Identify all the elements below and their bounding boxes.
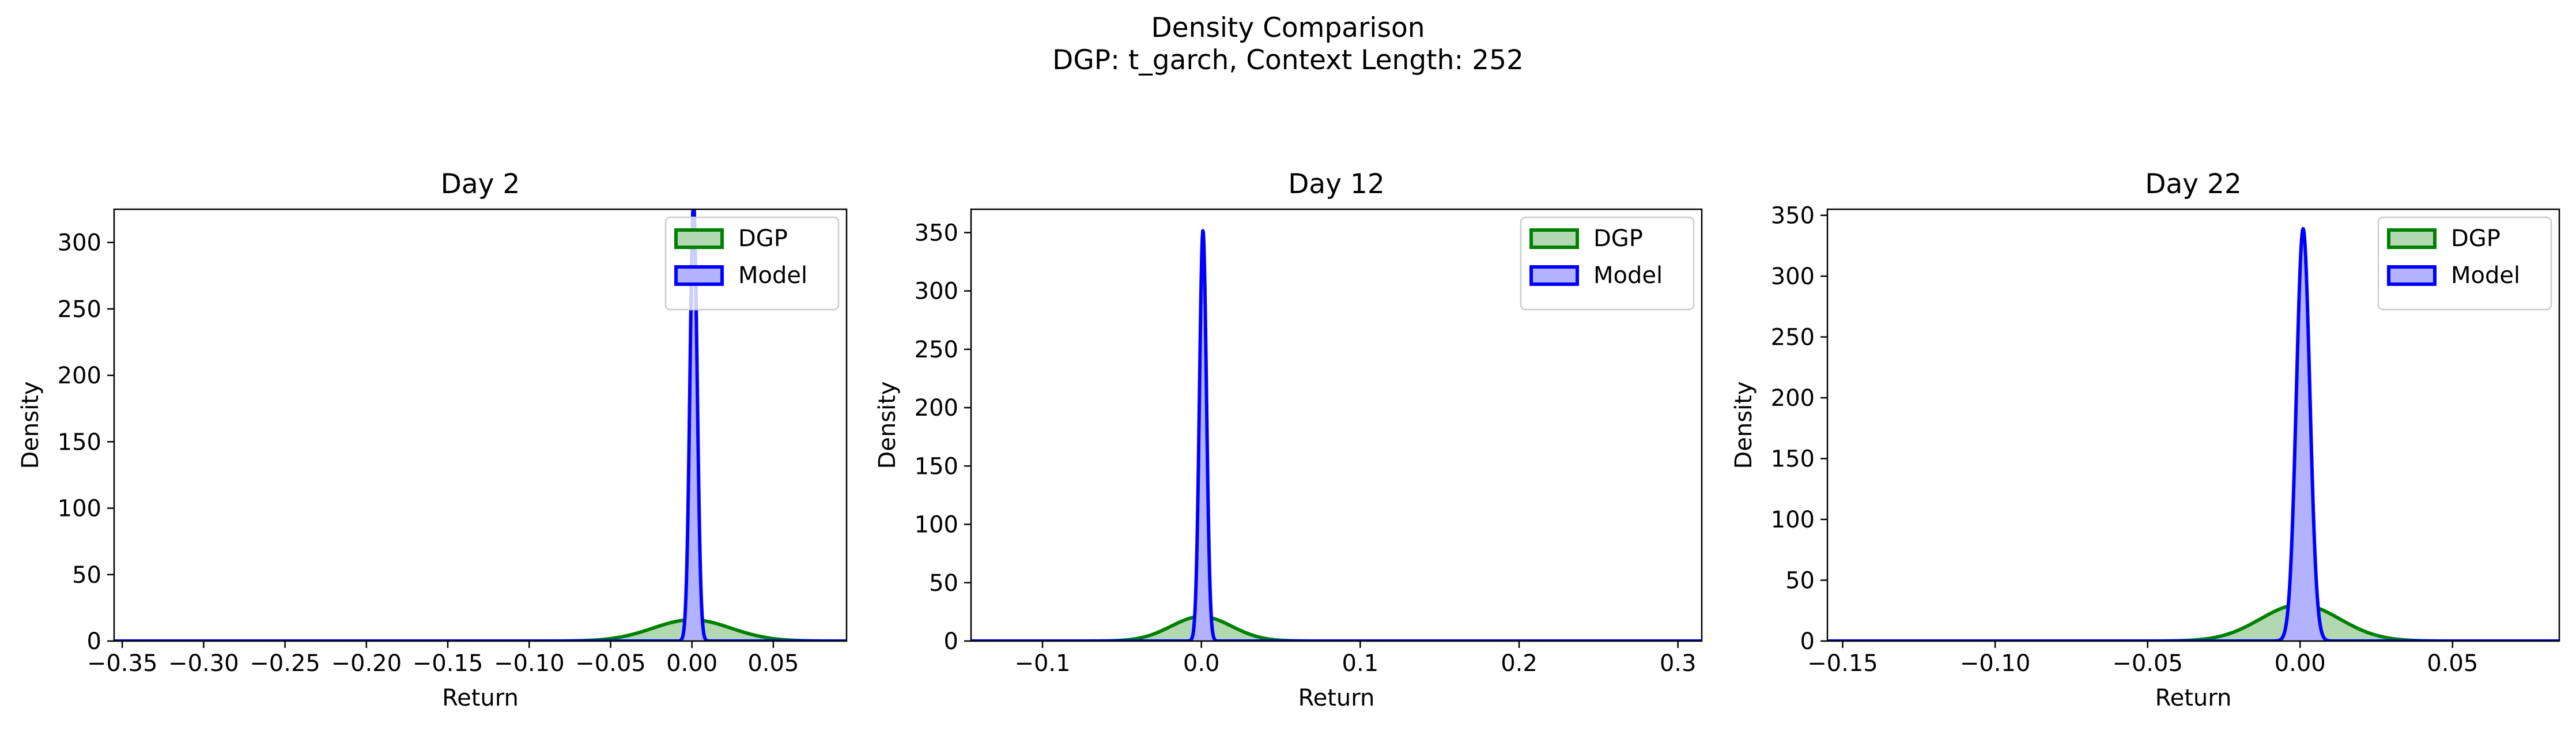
subplot-day-1: −0.35 −0.30 −0.25 −0.20 −0.15 −0.10 −0.05 0.00 0… — [17, 168, 848, 711]
y-tick-label: 350 — [915, 220, 958, 246]
subplot-title: Day 2 — [441, 168, 520, 200]
subplot-day-2: −0.1 0.0 0.1 0.2 0.3 0 50 100 150 200 250 300 350 Day… — [874, 168, 1703, 711]
x-tick-label: −0.35 — [87, 650, 158, 677]
x-tick-label: −0.15 — [1807, 650, 1878, 677]
x-tick-label: −0.15 — [413, 650, 484, 677]
density-curves — [114, 209, 847, 641]
y-tick-label: 50 — [1785, 568, 1815, 594]
x-tick-label: 0.3 — [1660, 650, 1697, 677]
y-tick-label: 200 — [1771, 385, 1815, 412]
dgp-density-line — [971, 615, 1702, 641]
y-tick-label: 150 — [1771, 446, 1815, 473]
y-tick-label: 0 — [1800, 628, 1815, 655]
subplot-title: Day 22 — [2145, 168, 2242, 200]
y-tick-label: 0 — [944, 628, 958, 655]
x-axis-label: Return — [1298, 685, 1375, 711]
y-tick-label: 300 — [58, 230, 101, 257]
y-tick-label: 300 — [1771, 263, 1815, 290]
dgp-density-fill — [971, 616, 1702, 641]
y-axis-label: Density — [874, 381, 901, 469]
model-legend-label: Model — [1593, 262, 1663, 289]
x-tick-label: 0.2 — [1501, 650, 1538, 677]
model-legend-swatch — [674, 265, 724, 286]
y-tick-label: 100 — [1771, 507, 1815, 533]
legend: DGP Model — [664, 216, 840, 311]
dgp-legend-swatch — [674, 228, 724, 249]
x-tick-label: 0.05 — [747, 650, 799, 677]
y-tick-label: 200 — [915, 395, 958, 421]
y-axis-label: Density — [17, 381, 44, 469]
figure-title: Density Comparison — [1151, 12, 1425, 44]
y-tick-label: 250 — [1771, 325, 1815, 351]
y-tick-label: 150 — [915, 453, 958, 480]
x-axis-label: Return — [442, 685, 519, 711]
y-tick-label: 300 — [915, 278, 958, 305]
x-tick-label: −0.10 — [1960, 650, 2031, 677]
x-tick-label: 0.05 — [2427, 650, 2478, 677]
dgp-density-line — [114, 618, 847, 641]
subplot-title: Day 12 — [1288, 168, 1385, 200]
y-tick-label: 50 — [72, 562, 101, 589]
legend: DGP Model — [2377, 216, 2552, 311]
axes-frame — [113, 208, 848, 642]
dgp-legend-swatch — [1529, 228, 1579, 249]
model-legend-label: Model — [2451, 262, 2520, 289]
x-tick-label: −0.05 — [2112, 650, 2183, 677]
y-tick-label: 200 — [58, 363, 101, 389]
dgp-legend-label: DGP — [738, 225, 788, 252]
model-legend-swatch — [2387, 265, 2437, 286]
x-axis-label: Return — [2155, 685, 2232, 711]
x-tick-label: −0.10 — [494, 650, 565, 677]
x-tick-label: 0.0 — [1183, 650, 1220, 677]
x-tick-label: −0.25 — [250, 650, 320, 677]
x-tick-label: 0.1 — [1342, 650, 1379, 677]
dgp-legend-swatch — [2387, 228, 2437, 249]
figure-subtitle: DGP: t_garch, Context Length: 252 — [1052, 44, 1524, 76]
y-tick-label: 250 — [58, 296, 101, 323]
y-tick-label: 0 — [87, 628, 101, 655]
y-tick-label: 350 — [1771, 203, 1815, 229]
y-axis-label: Density — [1731, 381, 1757, 469]
y-tick-label: 100 — [915, 512, 958, 538]
y-tick-label: 100 — [58, 496, 101, 522]
axes-frame — [1826, 208, 2560, 642]
model-legend-label: Model — [738, 262, 807, 289]
subplot-day-3: −0.15 −0.10 −0.05 0.00 0.05 0 50 100 150 200 250 30… — [1731, 168, 2560, 711]
model-legend-swatch — [1529, 265, 1579, 286]
x-tick-label: −0.05 — [575, 650, 646, 677]
y-tick-label: 250 — [915, 337, 958, 363]
dgp-legend-label: DGP — [2451, 225, 2501, 252]
legend: DGP Model — [1520, 216, 1695, 311]
x-tick-label: 0.00 — [666, 650, 717, 677]
dgp-density-line — [1827, 602, 2559, 641]
y-tick-label: 150 — [58, 429, 101, 455]
x-tick-label: 0.00 — [2275, 650, 2326, 677]
x-tick-label: −0.1 — [1014, 650, 1070, 677]
x-tick-label: −0.20 — [331, 650, 402, 677]
x-tick-label: −0.30 — [168, 650, 239, 677]
dgp-density-fill — [1827, 604, 2559, 641]
y-tick-label: 50 — [929, 570, 958, 597]
axes-frame — [970, 208, 1703, 642]
dgp-legend-label: DGP — [1593, 225, 1643, 252]
